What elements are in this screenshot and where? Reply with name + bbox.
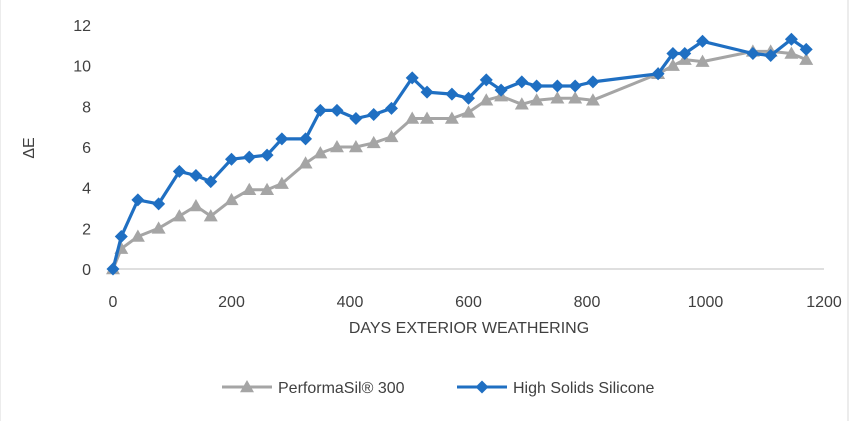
data-point [224, 192, 239, 206]
data-point [131, 193, 145, 207]
data-point [746, 46, 760, 60]
data-point [585, 93, 600, 106]
y-axis-title: ΔE [21, 137, 38, 158]
data-point [784, 32, 798, 46]
data-point [329, 140, 344, 153]
data-point [106, 262, 120, 276]
data-point [114, 229, 128, 243]
data-point [764, 49, 778, 62]
y-tick-label: 0 [82, 262, 91, 279]
data-point [242, 150, 256, 164]
data-point [665, 58, 680, 71]
x-tick-label: 200 [218, 294, 245, 311]
data-point [444, 111, 459, 124]
data-point [299, 132, 313, 146]
data-point [514, 97, 529, 110]
legend-marker [240, 380, 254, 393]
data-point [151, 221, 166, 234]
plot-area: 0 2 4 6 8 10 12 0 200 400 600 800 1000 1200 [73, 18, 842, 311]
data-point [420, 111, 435, 124]
x-tick-label: 400 [337, 294, 364, 311]
y-tick-label: 6 [82, 140, 91, 157]
legend-label: PerformaSil® 300 [278, 380, 405, 397]
data-point [799, 52, 814, 65]
y-tick-label: 4 [82, 181, 91, 198]
data-point [152, 197, 166, 211]
data-point [420, 85, 434, 99]
x-tick-label: 600 [455, 294, 482, 311]
y-tick-label: 12 [73, 18, 91, 35]
data-point [405, 71, 419, 85]
data-point [696, 34, 710, 48]
data-point [298, 156, 313, 169]
data-point [784, 46, 799, 59]
data-point [479, 73, 493, 87]
data-point [445, 87, 459, 101]
data-point [799, 42, 813, 56]
data-point [568, 79, 582, 93]
data-point [204, 175, 218, 189]
x-tick-label: 1000 [688, 294, 724, 311]
y-tick-label: 10 [73, 59, 91, 76]
x-tick-label: 1200 [806, 294, 842, 311]
data-point [330, 103, 344, 117]
data-point [242, 182, 257, 195]
data-point [172, 209, 187, 222]
data-point [384, 129, 399, 143]
data-point [479, 93, 494, 106]
legend-marker [475, 380, 489, 394]
legend-item: High Solids Silicone [457, 380, 655, 397]
data-point [189, 168, 203, 182]
data-point [530, 79, 544, 93]
legend-label: High Solids Silicone [513, 380, 655, 397]
data-point [529, 93, 544, 106]
data-point [568, 91, 583, 104]
data-point [586, 75, 600, 89]
legend: PerformaSil® 300 High Solids Silicone [222, 380, 655, 397]
data-point [695, 54, 710, 67]
data-point [349, 112, 363, 126]
data-point [462, 91, 475, 105]
data-point [172, 164, 186, 178]
y-tick-label: 2 [82, 221, 91, 238]
data-point [366, 135, 381, 149]
data-point [275, 132, 289, 146]
series-high-solids-silicone [106, 32, 813, 276]
data-point [550, 79, 564, 93]
data-point [367, 107, 381, 121]
data-point [494, 83, 508, 97]
data-point [348, 140, 363, 153]
data-point [313, 146, 328, 159]
legend-item: PerformaSil® 300 [222, 380, 405, 397]
x-axis-title: DAYS EXTERIOR WEATHERING [349, 320, 589, 337]
data-point [515, 75, 529, 89]
data-point [461, 105, 476, 118]
data-point [188, 198, 203, 212]
data-point [130, 229, 145, 242]
data-point [313, 103, 327, 117]
data-point [260, 182, 275, 195]
data-point [666, 46, 680, 60]
x-tick-label: 800 [574, 294, 601, 311]
data-point [678, 46, 692, 60]
y-tick-label: 8 [82, 99, 91, 116]
data-point [550, 91, 565, 104]
data-point [651, 67, 665, 81]
data-point [203, 209, 218, 222]
data-point [274, 176, 289, 189]
data-point [225, 152, 238, 166]
data-point [405, 111, 420, 124]
data-point [260, 148, 274, 162]
x-tick-label: 0 [109, 294, 118, 311]
data-point [384, 101, 398, 115]
